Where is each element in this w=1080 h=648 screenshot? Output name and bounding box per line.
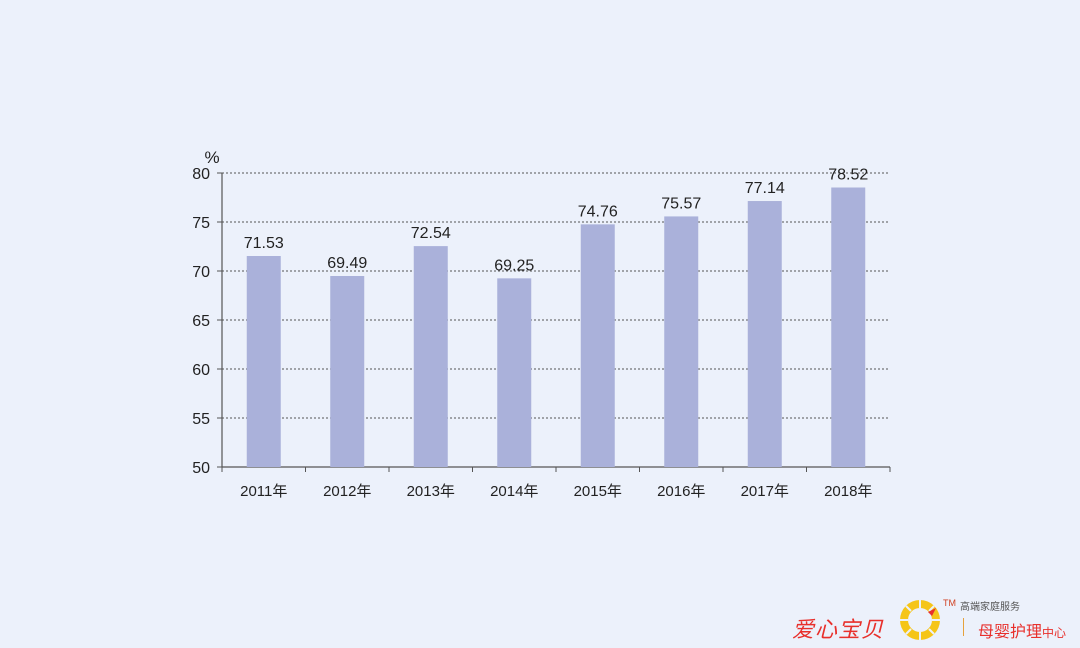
x-tick-label: 2016年 xyxy=(657,483,705,500)
data-label: 77.14 xyxy=(745,180,785,197)
watermark-center: 母婴护理中心 xyxy=(978,618,1066,642)
bar xyxy=(413,246,448,467)
x-tick-label: 2015年 xyxy=(574,483,622,500)
bars xyxy=(246,187,866,467)
y-tick-label: 80 xyxy=(192,166,210,183)
bar xyxy=(330,275,365,467)
watermark: 爱心宝贝 TM 高端家庭服务 母婴护理中心 xyxy=(788,596,1078,644)
data-label: 78.52 xyxy=(828,167,868,184)
x-tick-label: 2011年 xyxy=(240,483,287,500)
y-unit-label: % xyxy=(204,148,219,167)
watermark-center-small: 中心 xyxy=(1042,626,1067,640)
x-tick-label: 2014年 xyxy=(490,483,538,500)
watermark-service: 高端家庭服务 xyxy=(960,602,1020,613)
bar xyxy=(664,216,699,467)
y-tick-label: 70 xyxy=(192,264,210,281)
data-labels: 71.53 69.49 72.54 69.25 74.76 75.57 77.14 78.52 xyxy=(244,167,869,275)
x-tick-label: 2013年 xyxy=(407,483,455,500)
bar xyxy=(580,224,615,467)
y-tick-label: 65 xyxy=(192,313,210,330)
bar xyxy=(497,278,532,467)
x-tick-label: 2018年 xyxy=(824,483,872,500)
data-label: 72.54 xyxy=(411,225,451,242)
y-tick-label: 50 xyxy=(192,460,210,477)
x-tick-label: 2017年 xyxy=(741,483,789,500)
y-tick-label: 60 xyxy=(192,362,210,379)
bar xyxy=(831,187,866,467)
watermark-divider xyxy=(963,618,964,636)
data-label: 71.53 xyxy=(244,235,284,252)
sun-swirl-icon xyxy=(900,600,940,640)
watermark-tm: TM xyxy=(943,598,956,608)
watermark-center-main: 母婴护理 xyxy=(978,622,1043,641)
data-label: 74.76 xyxy=(578,203,618,220)
x-tick-label: 2012年 xyxy=(323,483,371,500)
y-tick-label: 55 xyxy=(192,411,210,428)
grid-lines xyxy=(222,172,890,419)
data-label: 75.57 xyxy=(661,195,701,212)
data-label: 69.49 xyxy=(327,255,367,272)
watermark-brand: 爱心宝贝 xyxy=(792,618,885,643)
y-tick-label: 75 xyxy=(192,215,210,232)
tick-labels: 50 55 60 65 70 75 80 2011年 2012年 2013年 2014年 2015年 2… xyxy=(192,166,872,500)
data-label: 69.25 xyxy=(494,257,534,274)
bar xyxy=(747,201,782,467)
bar xyxy=(246,256,281,467)
axes xyxy=(217,172,891,472)
